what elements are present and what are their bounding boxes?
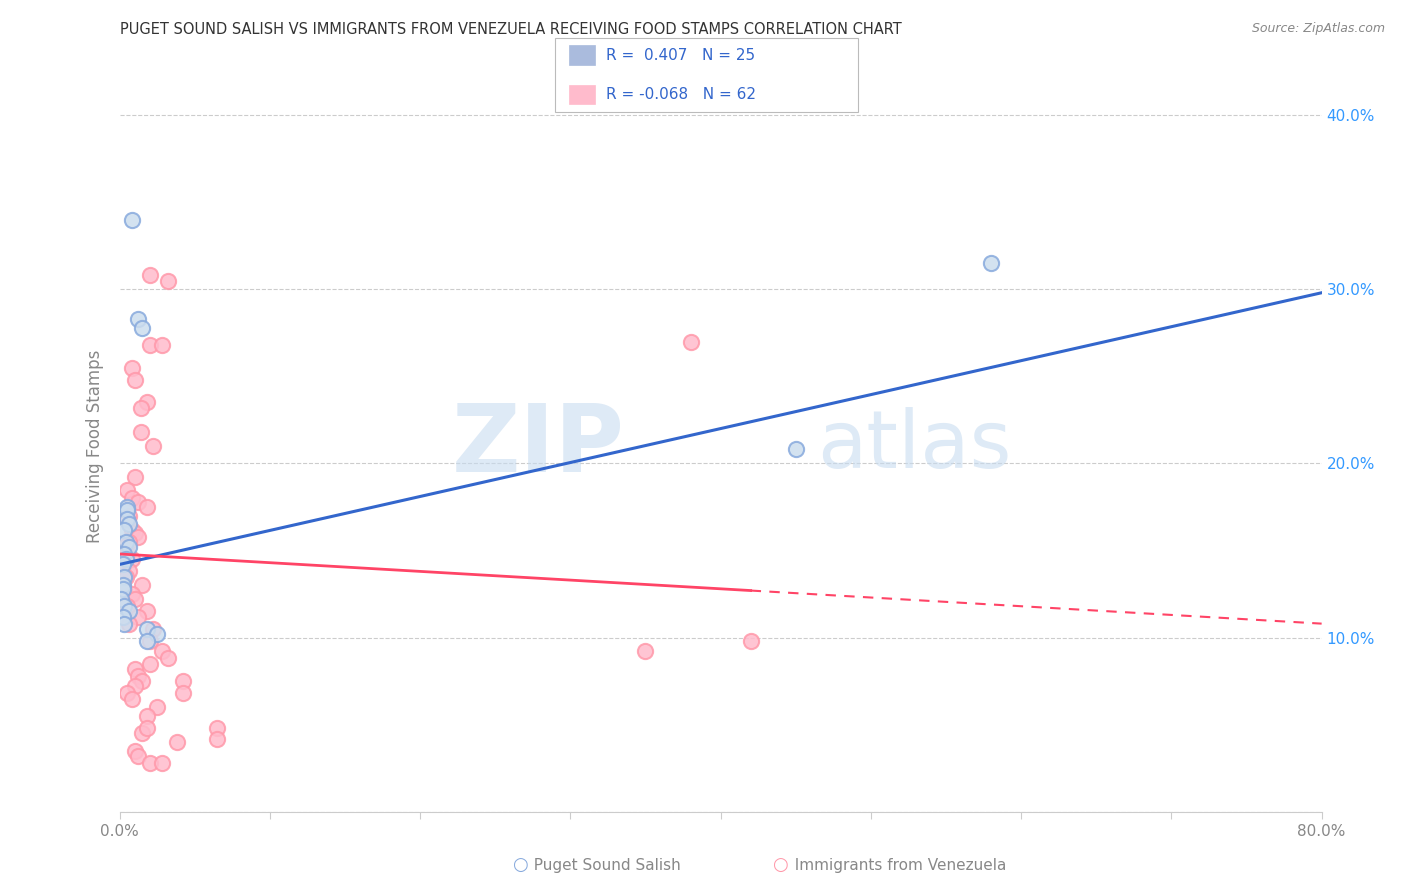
Point [121, 691, 143, 706]
Point [121, 552, 143, 566]
Point [117, 517, 139, 532]
Point [172, 674, 194, 689]
Point [117, 534, 139, 549]
Point [124, 526, 146, 541]
Point [121, 587, 143, 601]
Point [679, 334, 702, 349]
Point [135, 604, 157, 618]
Point [115, 483, 138, 497]
Point [172, 686, 194, 700]
Point [138, 268, 160, 283]
Point [166, 735, 188, 749]
Point [138, 657, 160, 671]
Text: R = -0.068   N = 62: R = -0.068 N = 62 [606, 87, 756, 102]
Point [121, 360, 143, 375]
Point [115, 500, 138, 514]
Point [131, 320, 153, 334]
Point [115, 599, 138, 614]
Point [115, 512, 138, 526]
Point [112, 547, 135, 561]
Point [112, 523, 135, 537]
Text: Immigrants from Venezuela: Immigrants from Venezuela [785, 858, 1005, 872]
Point [127, 749, 149, 764]
Point [112, 599, 135, 614]
Point [115, 512, 138, 526]
Point [205, 721, 228, 735]
Point [131, 726, 153, 740]
Point [112, 616, 135, 631]
Point [980, 256, 1002, 270]
Point [138, 756, 160, 770]
Text: Puget Sound Salish: Puget Sound Salish [524, 858, 681, 872]
Point [785, 442, 807, 457]
Point [127, 311, 149, 326]
Point [150, 756, 173, 770]
Text: ○: ○ [772, 856, 789, 874]
Text: PUGET SOUND SALISH VS IMMIGRANTS FROM VENEZUELA RECEIVING FOOD STAMPS CORRELATIO: PUGET SOUND SALISH VS IMMIGRANTS FROM VE… [120, 22, 901, 37]
Point [135, 721, 157, 735]
Point [121, 523, 143, 537]
Point [156, 274, 179, 288]
Point [131, 578, 153, 592]
Point [117, 508, 139, 523]
Point [110, 592, 132, 607]
Text: R =  0.407   N = 25: R = 0.407 N = 25 [606, 48, 755, 62]
Point [127, 669, 149, 683]
Point [117, 565, 139, 579]
Point [115, 686, 138, 700]
Point [111, 582, 134, 596]
Point [124, 373, 146, 387]
Point [131, 674, 153, 689]
Point [135, 395, 157, 409]
Point [115, 503, 138, 517]
Point [156, 651, 179, 665]
Point [129, 401, 152, 415]
Point [124, 592, 146, 607]
Point [111, 558, 134, 572]
Point [142, 622, 165, 636]
Point [117, 616, 139, 631]
Point [124, 662, 146, 676]
Point [127, 609, 149, 624]
Point [124, 679, 146, 693]
Point [150, 644, 173, 658]
Point [112, 558, 135, 572]
Point [117, 540, 139, 554]
Point [112, 540, 135, 554]
Text: ○: ○ [512, 856, 529, 874]
Text: Source: ZipAtlas.com: Source: ZipAtlas.com [1251, 22, 1385, 36]
Y-axis label: Receiving Food Stamps: Receiving Food Stamps [86, 350, 104, 542]
Point [142, 439, 165, 453]
Point [115, 547, 138, 561]
Point [150, 338, 173, 352]
Point [121, 491, 143, 506]
Text: atlas: atlas [817, 407, 1011, 485]
Point [114, 552, 136, 566]
Point [127, 494, 149, 508]
Point [634, 644, 657, 658]
Point [114, 569, 136, 583]
Point [135, 622, 157, 636]
Point [124, 744, 146, 758]
Point [114, 534, 136, 549]
Point [740, 634, 762, 648]
Point [138, 634, 160, 648]
Point [205, 731, 228, 746]
Point [138, 338, 160, 352]
Point [111, 578, 134, 592]
Point [146, 627, 169, 641]
Point [135, 634, 157, 648]
Point [117, 604, 139, 618]
Point [129, 425, 152, 439]
Point [121, 212, 143, 227]
Point [135, 709, 157, 723]
Point [112, 582, 135, 596]
Point [112, 569, 135, 583]
Point [135, 500, 157, 514]
Point [124, 470, 146, 484]
Point [111, 609, 134, 624]
Text: ZIP: ZIP [451, 400, 624, 492]
Point [146, 700, 169, 714]
Point [127, 530, 149, 544]
